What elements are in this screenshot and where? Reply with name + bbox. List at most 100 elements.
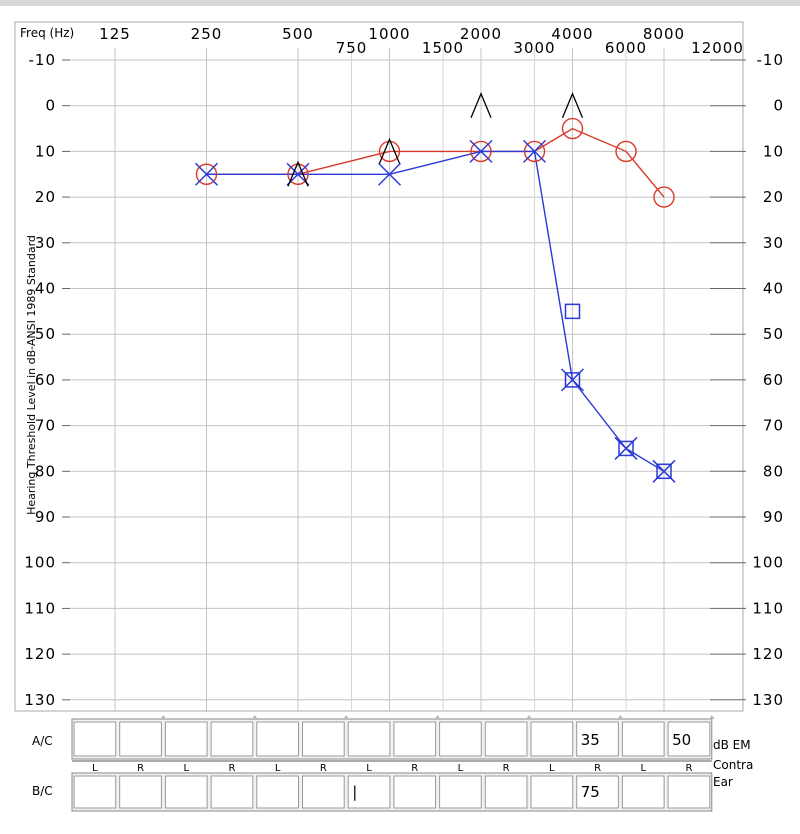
y-tick-label-right: 0	[773, 97, 784, 115]
x-tick-label-top: 8000	[643, 25, 685, 43]
x-tick-label-top: 125	[99, 25, 131, 43]
table-cell-bc	[119, 775, 162, 809]
ear-label: R	[685, 763, 692, 774]
y-tick-label-left: 120	[24, 645, 56, 663]
row-label-bc: B/C	[32, 784, 53, 798]
y-tick-label-right: 20	[763, 188, 784, 206]
ear-label: R	[137, 763, 144, 774]
y-tick-label-right: 60	[763, 371, 784, 389]
series-marker-x	[377, 162, 402, 186]
series-marker-circle	[615, 140, 637, 163]
ear-label: L	[92, 763, 98, 774]
y-tick-label-left: 50	[35, 325, 56, 343]
y-tick-label-left: 70	[35, 417, 56, 435]
table-cell-bc	[164, 775, 208, 809]
y-tick-label-left: -10	[29, 51, 57, 69]
table-value-bc: 75	[581, 783, 600, 801]
series-marker-circle	[653, 186, 675, 208]
table-cell-bc	[302, 775, 345, 809]
table-value-bc: |	[352, 783, 357, 801]
series-marker-x	[522, 139, 547, 163]
y-tick-label-right: 130	[752, 691, 784, 709]
bone-marker-caret	[561, 92, 584, 118]
table-cell-ac	[302, 721, 345, 757]
bone-marker-square	[564, 303, 581, 320]
x-tick-label-bottom: 1500	[422, 39, 464, 57]
top-strip	[0, 0, 800, 6]
y-tick-label-right: -10	[757, 51, 785, 69]
table-column-tick	[708, 715, 715, 719]
series-marker-x	[469, 139, 493, 163]
table-cell-ac	[621, 721, 665, 757]
y-tick-label-left: 130	[24, 691, 56, 709]
table-cell-bc	[621, 775, 665, 809]
ear-label: L	[458, 763, 464, 774]
x-tick-label-top: 4000	[551, 25, 593, 43]
table-cell-bc	[210, 775, 254, 809]
y-tick-label-right: 40	[763, 280, 784, 298]
y-tick-label-right: 70	[763, 417, 784, 435]
table-cell-bc	[667, 775, 711, 809]
table-column-tick	[160, 715, 167, 719]
table-column-tick	[617, 715, 624, 719]
x-tick-label-top: 2000	[460, 25, 502, 43]
x-tick-label-bottom: 12000	[691, 39, 744, 57]
table-cell-bc	[484, 775, 528, 809]
y-tick-label-right: 90	[763, 508, 784, 526]
y-tick-label-left: 90	[35, 508, 56, 526]
series-marker-circle	[470, 140, 492, 163]
y-tick-label-left: 60	[35, 371, 56, 389]
table-cell-bc	[576, 775, 619, 809]
y-tick-label-left: 30	[35, 234, 56, 252]
table-cell-ac	[393, 721, 437, 757]
table-cell-bc	[393, 775, 437, 809]
table-cell-bc	[530, 775, 574, 809]
table-caption: Contra	[713, 758, 753, 772]
y-tick-label-right: 10	[763, 142, 784, 160]
x-tick-label-bottom: 3000	[513, 39, 555, 57]
y-tick-label-left: 10	[35, 142, 56, 160]
y-tick-label-right: 100	[752, 554, 784, 572]
y-tick-label-right: 30	[763, 234, 784, 252]
x-tick-label-top: 1000	[368, 25, 410, 43]
series-line	[206, 150, 665, 472]
ear-label: L	[275, 763, 281, 774]
table-cell-bc	[347, 775, 391, 809]
bone-marker-caret	[470, 92, 492, 118]
x-tick-label-top: 500	[282, 25, 314, 43]
marker-layer	[194, 92, 676, 483]
ear-label: R	[594, 763, 601, 774]
table-cell-bc	[73, 775, 117, 809]
ear-label: R	[503, 763, 510, 774]
y-tick-label-right: 50	[763, 325, 784, 343]
table-column-tick	[251, 715, 258, 719]
table-cell-ac	[484, 721, 528, 757]
table-cell-ac	[576, 721, 619, 757]
ear-label: L	[640, 763, 646, 774]
bone-marker-square	[656, 463, 672, 480]
table-cell-ac	[119, 721, 162, 757]
series-marker-circle	[378, 140, 401, 163]
table-value-ac: 50	[672, 731, 691, 749]
y-tick-label-left: 110	[24, 599, 56, 617]
ear-label: R	[411, 763, 418, 774]
table-caption: dB EM	[713, 738, 751, 752]
table-cell-ac	[439, 721, 482, 757]
table-cell-ac	[667, 721, 711, 757]
x-tick-label-bottom: 6000	[605, 39, 647, 57]
series-marker-circle	[523, 140, 546, 163]
x-axis-label: Freq (Hz)	[20, 26, 74, 40]
table-column-tick	[343, 715, 350, 719]
ear-label: L	[549, 763, 555, 774]
masking-table: A/C B/C L R L R L R L | R L R L R 35 75 L R 50 dB EM Contra Ea…	[32, 715, 753, 812]
y-tick-label-right: 120	[752, 645, 784, 663]
table-column-tick	[434, 715, 441, 719]
table-cell-ac	[530, 721, 574, 757]
series-marker-x	[286, 162, 310, 186]
series-marker-circle	[195, 163, 218, 185]
y-tick-label-left: 100	[24, 554, 56, 572]
series-marker-x	[194, 162, 219, 186]
